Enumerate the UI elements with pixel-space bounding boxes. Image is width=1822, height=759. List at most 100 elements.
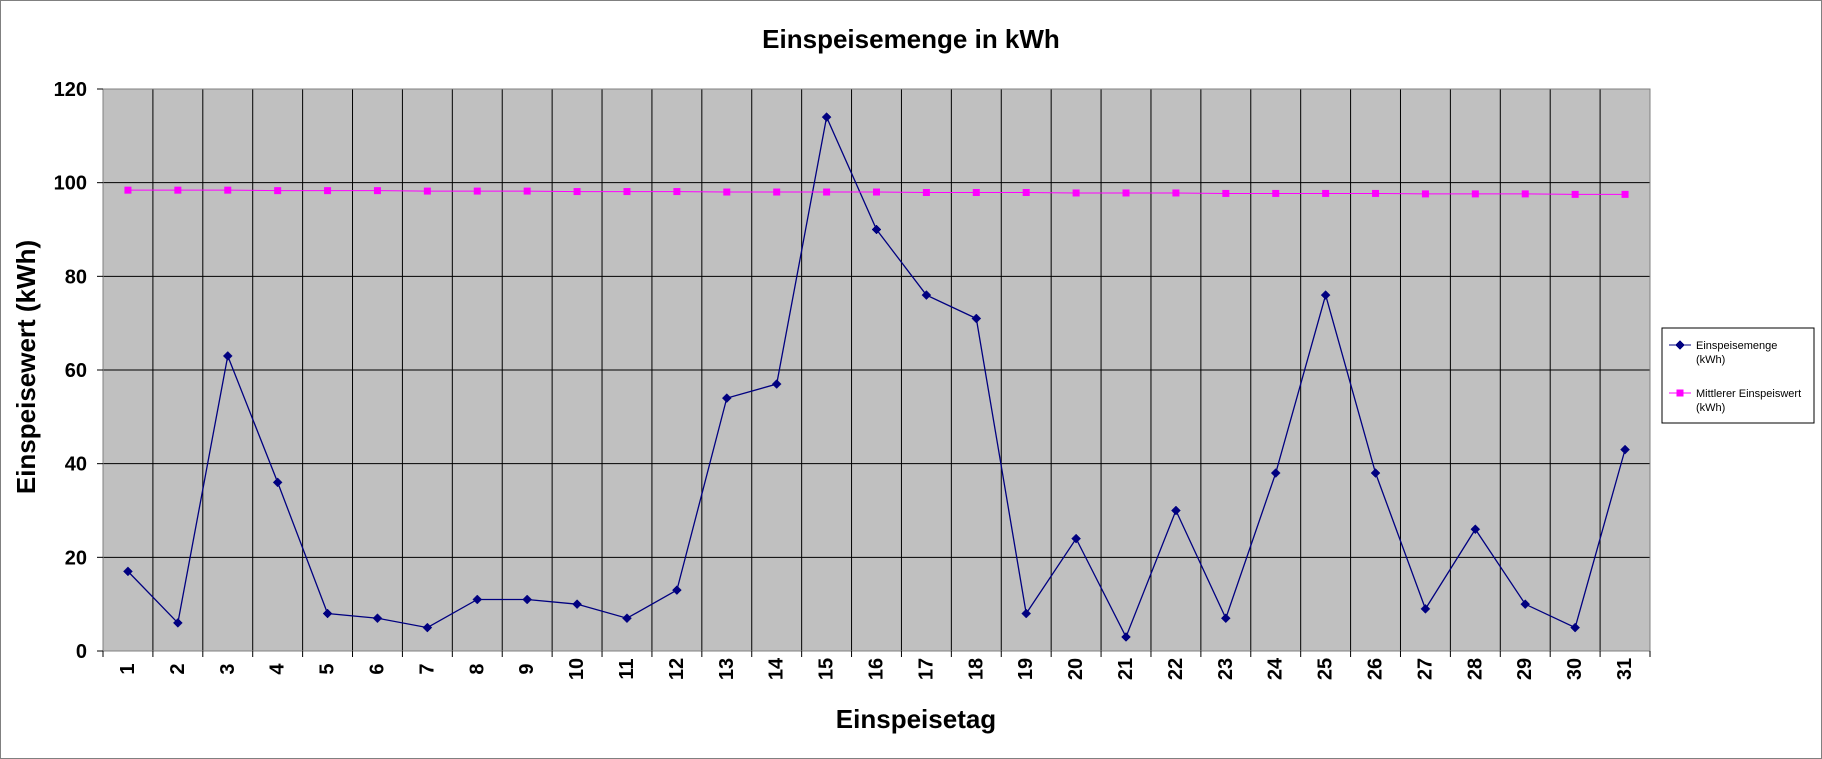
y-axis-title: Einspeisewert (kWh) (11, 240, 41, 494)
data-point (1320, 290, 1331, 300)
data-point (1121, 632, 1131, 642)
data-point (1122, 189, 1130, 197)
legend-label: Einspeisemenge (1696, 340, 1777, 352)
y-tick-labels: 0 20 40 60 80 100 120 (54, 79, 87, 663)
data-point (922, 189, 930, 197)
x-tick-label: 25 (1315, 658, 1337, 680)
x-tick-label: 30 (1564, 658, 1586, 680)
data-point (871, 224, 882, 235)
data-point (324, 187, 332, 195)
data-point (1171, 505, 1181, 516)
x-tick-label: 13 (716, 658, 738, 680)
x-axis-title: Einspeisetag (836, 704, 996, 734)
legend-box (1661, 327, 1815, 424)
data-point (272, 477, 283, 488)
x-tick-label: 8 (466, 663, 488, 674)
series-2 (124, 186, 1629, 198)
x-tick-label: 19 (1015, 658, 1037, 680)
x-tick-label: 26 (1365, 658, 1387, 680)
data-point (623, 188, 631, 196)
data-point (771, 379, 782, 389)
series-layer (123, 112, 1630, 642)
data-point (174, 186, 182, 194)
data-point (1621, 190, 1629, 198)
data-point (723, 188, 731, 196)
legend-swatch-marker (1676, 389, 1684, 397)
x-tick-label: 12 (666, 658, 688, 680)
data-point (1471, 190, 1479, 198)
x-tick-label: 14 (766, 657, 788, 680)
x-tick-label: 27 (1414, 658, 1436, 680)
x-tick-label: 16 (866, 658, 888, 680)
data-point (373, 187, 381, 195)
legend-label: (kWh) (1696, 354, 1725, 366)
data-point (124, 186, 132, 194)
data-point (173, 618, 183, 628)
data-point (873, 188, 880, 196)
data-point (1521, 190, 1529, 198)
data-point (622, 613, 632, 624)
legend-label: (kWh) (1696, 402, 1725, 414)
series-1 (123, 112, 1630, 642)
data-point (123, 566, 133, 577)
legend-label: Mittlerer Einspeiswert (1696, 388, 1801, 400)
data-point (1220, 613, 1231, 624)
y-tick-label: 120 (54, 79, 87, 101)
data-point (523, 187, 531, 195)
x-tick-label: 6 (366, 663, 388, 674)
data-point (573, 188, 581, 196)
data-point (1272, 189, 1280, 197)
data-point (1072, 189, 1080, 197)
y-tick-label: 40 (65, 454, 87, 476)
data-point (1420, 603, 1431, 614)
legend: Einspeisemenge (kWh) Mittlerer Einspeiswer… (1661, 327, 1815, 424)
data-point (1372, 189, 1380, 197)
x-tick-label: 3 (217, 663, 239, 674)
data-point (721, 393, 732, 403)
x-tick-label: 31 (1614, 658, 1636, 680)
data-point (1520, 599, 1531, 610)
x-tick-label: 7 (416, 663, 438, 674)
data-point (1421, 190, 1429, 198)
x-tick-label: 15 (816, 658, 838, 680)
data-point (1620, 444, 1630, 455)
data-point (222, 351, 233, 361)
x-tick-label: 10 (566, 658, 588, 680)
x-tick-label: 1 (117, 663, 139, 674)
data-point (971, 313, 982, 324)
x-tick-label: 22 (1165, 658, 1187, 680)
data-point (921, 290, 932, 300)
data-point (1322, 189, 1330, 197)
x-tick-label: 24 (1265, 657, 1287, 680)
data-point (1222, 189, 1230, 197)
grid-lines (102, 88, 1651, 652)
x-tick-labels: 1 2 3 4 5 6 7 8 9 10 11 12 13 14 15 16 17 18 19 20 21 22 23 24 2… (117, 657, 1636, 680)
x-tick-label: 20 (1065, 658, 1087, 680)
data-point (672, 585, 682, 595)
chart-title: Einspeisemenge in kWh (762, 24, 1060, 54)
data-point (473, 187, 481, 195)
data-point (1571, 190, 1579, 198)
data-point (972, 189, 980, 197)
data-point (572, 599, 582, 610)
x-tick-label: 23 (1215, 658, 1237, 680)
data-point (522, 594, 533, 605)
data-point (224, 186, 232, 194)
y-tick-label: 60 (65, 360, 87, 382)
x-tick-label: 17 (915, 658, 937, 680)
data-point (673, 188, 681, 196)
y-tick-label: 20 (65, 547, 87, 569)
y-tick-label: 100 (54, 173, 87, 195)
x-tick-label: 21 (1115, 658, 1137, 680)
data-point (372, 613, 383, 624)
data-point (422, 622, 433, 633)
x-tick-label: 5 (317, 663, 339, 674)
x-tick-label: 9 (516, 663, 538, 674)
data-point (1470, 524, 1481, 535)
data-point (1570, 622, 1580, 633)
x-tick-label: 29 (1514, 658, 1536, 680)
data-point (1022, 189, 1030, 197)
data-point (322, 608, 333, 619)
